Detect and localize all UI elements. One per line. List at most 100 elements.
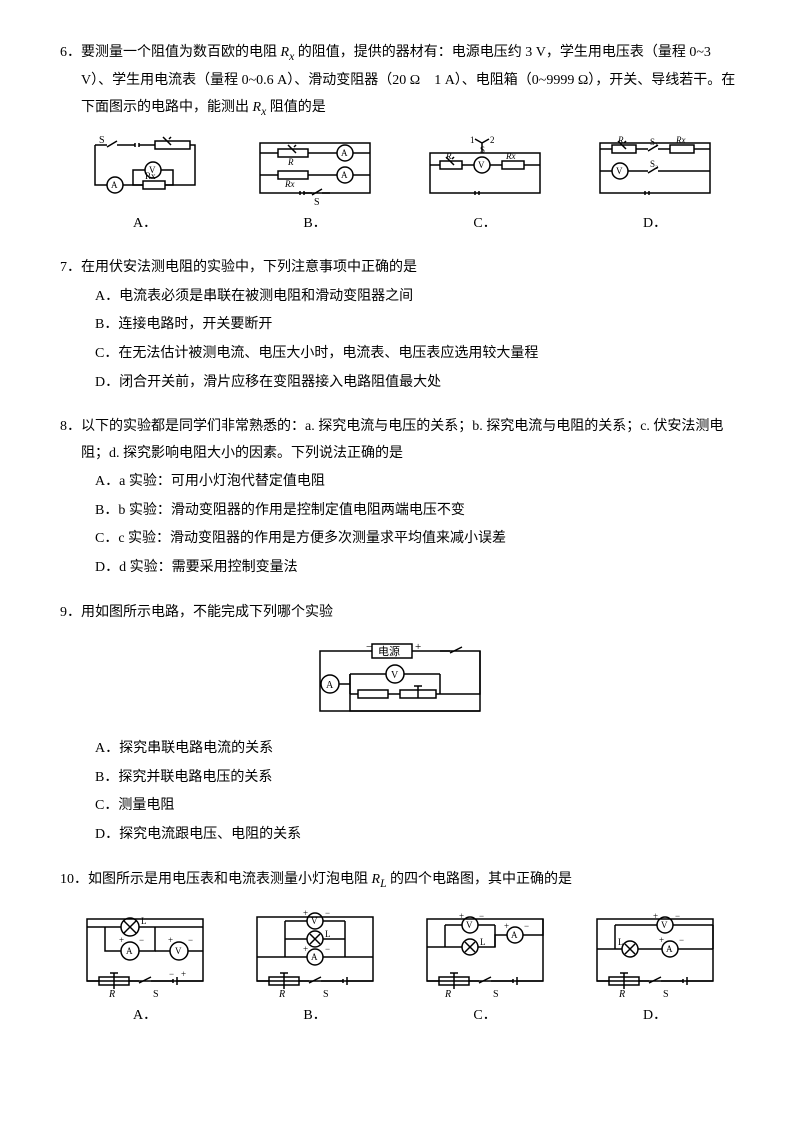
svg-text:−: −	[524, 921, 529, 931]
q8-opt-d: D．d 实验：需要采用控制变量法	[95, 555, 740, 582]
svg-text:1: 1	[470, 135, 475, 145]
label-c: C．	[400, 1003, 570, 1030]
svg-text:+: +	[659, 935, 664, 945]
svg-text:V: V	[466, 920, 473, 930]
question-9: 9．用如图所示电路，不能完成下列哪个实验 电源 − + A V	[60, 600, 740, 849]
svg-text:R: R	[618, 989, 625, 999]
q8-opt-c: C．c 实验：滑动变阻器的作用是方便多次测量求平均值来减小误差	[95, 526, 740, 553]
svg-text:R: R	[444, 989, 451, 999]
svg-text:+: +	[168, 935, 173, 945]
svg-text:A: A	[511, 930, 518, 940]
q9-text: 9．用如图所示电路，不能完成下列哪个实验	[60, 600, 740, 627]
svg-text:S: S	[480, 145, 485, 155]
q9-opt-a: A．探究串联电路电流的关系	[95, 736, 740, 763]
q7-options: A．电流表必须是串联在被测电阻和滑动变阻器之间 B．连接电路时，开关要断开 C．…	[60, 284, 740, 396]
svg-text:−: −	[139, 935, 144, 945]
svg-text:V: V	[478, 160, 485, 170]
svg-text:+: +	[415, 641, 421, 653]
q6-opt-d: R S₁ Rx V S₂ D．	[570, 135, 740, 238]
svg-text:−: −	[479, 911, 484, 921]
q6-opt-b: R A Rx A S B．	[230, 135, 400, 238]
q8-text: 8．以下的实验都是同学们非常熟悉的：a. 探究电流与电压的关系；b. 探究电流与…	[60, 414, 740, 467]
question-8: 8．以下的实验都是同学们非常熟悉的：a. 探究电流与电压的关系；b. 探究电流与…	[60, 414, 740, 582]
svg-text:R: R	[287, 157, 294, 167]
q8-opt-b: B．b 实验：滑动变阻器的作用是控制定值电阻两端电压不变	[95, 498, 740, 525]
svg-text:A: A	[111, 180, 118, 190]
svg-text:+: +	[653, 911, 658, 921]
svg-text:+: +	[459, 911, 464, 921]
svg-text:+: +	[119, 935, 124, 945]
q6-options: S Rx V A A． R	[60, 135, 740, 238]
label-d: D．	[570, 1003, 740, 1030]
svg-text:L: L	[141, 916, 147, 926]
svg-text:S: S	[493, 989, 499, 999]
label-b: B．	[230, 211, 400, 238]
svg-text:S: S	[153, 989, 159, 999]
q6-text: 6．要测量一个阻值为数百欧的电阻 Rx 的阻值，提供的器材有：电源电压约 3 V…	[60, 40, 740, 123]
svg-text:V: V	[149, 165, 156, 175]
q7-opt-a: A．电流表必须是串联在被测电阻和滑动变阻器之间	[95, 284, 740, 311]
q10-options: L A +− V +− R S −+ A．	[60, 907, 740, 1030]
svg-text:S₁: S₁	[650, 137, 658, 147]
q10-circuit-b-icon: V +− L A +− R S	[245, 907, 385, 999]
q10-circuit-d-icon: V +− L A +− R S	[585, 907, 725, 999]
svg-text:电源: 电源	[378, 644, 400, 658]
svg-text:A: A	[341, 148, 348, 158]
q6-opt-c: 1 2 S R V Rx C．	[400, 135, 570, 238]
svg-text:Rx: Rx	[505, 151, 516, 161]
svg-text:Rx: Rx	[675, 135, 686, 145]
svg-text:2: 2	[490, 135, 495, 145]
q10-opt-a: L A +− V +− R S −+ A．	[60, 907, 230, 1030]
svg-text:+: +	[303, 908, 308, 918]
circuit-d-icon: R S₁ Rx V S₂	[590, 135, 720, 207]
svg-text:A: A	[666, 944, 673, 954]
svg-text:R: R	[278, 989, 285, 999]
q9-opt-d: D．探究电流跟电压、电阻的关系	[95, 822, 740, 849]
q6-opt-a: S Rx V A A．	[60, 135, 230, 238]
q10-opt-c: V +− A +− L R S C．	[400, 907, 570, 1030]
q10-circuit-c-icon: V +− A +− L R S	[415, 907, 555, 999]
svg-text:V: V	[616, 166, 623, 176]
q7-text: 7．在用伏安法测电阻的实验中，下列注意事项中正确的是	[60, 255, 740, 282]
svg-text:A: A	[126, 946, 133, 956]
circuit-b-icon: R A Rx A S	[250, 135, 380, 207]
q7-opt-d: D．闭合开关前，滑片应移在变阻器接入电路阻值最大处	[95, 370, 740, 397]
svg-text:V: V	[391, 670, 399, 681]
svg-text:L: L	[618, 937, 624, 947]
label-b: B．	[230, 1003, 400, 1030]
label-a: A．	[60, 211, 230, 238]
svg-text:−: −	[325, 944, 330, 954]
svg-text:S: S	[663, 989, 669, 999]
svg-text:S₂: S₂	[650, 159, 658, 169]
q10-circuit-a-icon: L A +− V +− R S −+	[75, 907, 215, 999]
svg-text:L: L	[325, 929, 331, 939]
circuit-c-icon: 1 2 S R V Rx	[420, 135, 550, 207]
svg-text:A: A	[311, 952, 318, 962]
q7-opt-c: C．在无法估计被测电流、电压大小时，电流表、电压表应选用较大量程	[95, 341, 740, 368]
q9-opt-b: B．探究并联电路电压的关系	[95, 765, 740, 792]
svg-text:S: S	[99, 135, 105, 146]
svg-text:−: −	[188, 935, 193, 945]
circuit-a-icon: S Rx V A	[85, 135, 205, 207]
question-6: 6．要测量一个阻值为数百欧的电阻 Rx 的阻值，提供的器材有：电源电压约 3 V…	[60, 40, 740, 237]
svg-text:+: +	[181, 969, 186, 979]
q10-opt-d: V +− L A +− R S D．	[570, 907, 740, 1030]
svg-text:−: −	[325, 908, 330, 918]
svg-text:−: −	[366, 641, 372, 653]
svg-text:−: −	[675, 911, 680, 921]
label-a: A．	[60, 1003, 230, 1030]
q10-text: 10．如图所示是用电压表和电流表测量小灯泡电阻 RL 的四个电路图，其中正确的是	[60, 867, 740, 895]
svg-text:A: A	[326, 680, 334, 691]
q9-circuit-icon: 电源 − + A V	[300, 636, 500, 726]
q8-opt-a: A．a 实验：可用小灯泡代替定值电阻	[95, 469, 740, 496]
label-c: C．	[400, 211, 570, 238]
q10-body: 如图所示是用电压表和电流表测量小灯泡电阻 RL 的四个电路图，其中正确的是	[88, 872, 572, 887]
svg-text:−: −	[679, 935, 684, 945]
q8-options: A．a 实验：可用小灯泡代替定值电阻 B．b 实验：滑动变阻器的作用是控制定值电…	[60, 469, 740, 581]
svg-text:R: R	[108, 989, 115, 999]
svg-text:+: +	[303, 944, 308, 954]
question-10: 10．如图所示是用电压表和电流表测量小灯泡电阻 RL 的四个电路图，其中正确的是…	[60, 867, 740, 1030]
svg-text:V: V	[311, 916, 318, 926]
q9-figure: 电源 − + A V	[60, 636, 740, 726]
svg-text:−: −	[169, 969, 174, 979]
